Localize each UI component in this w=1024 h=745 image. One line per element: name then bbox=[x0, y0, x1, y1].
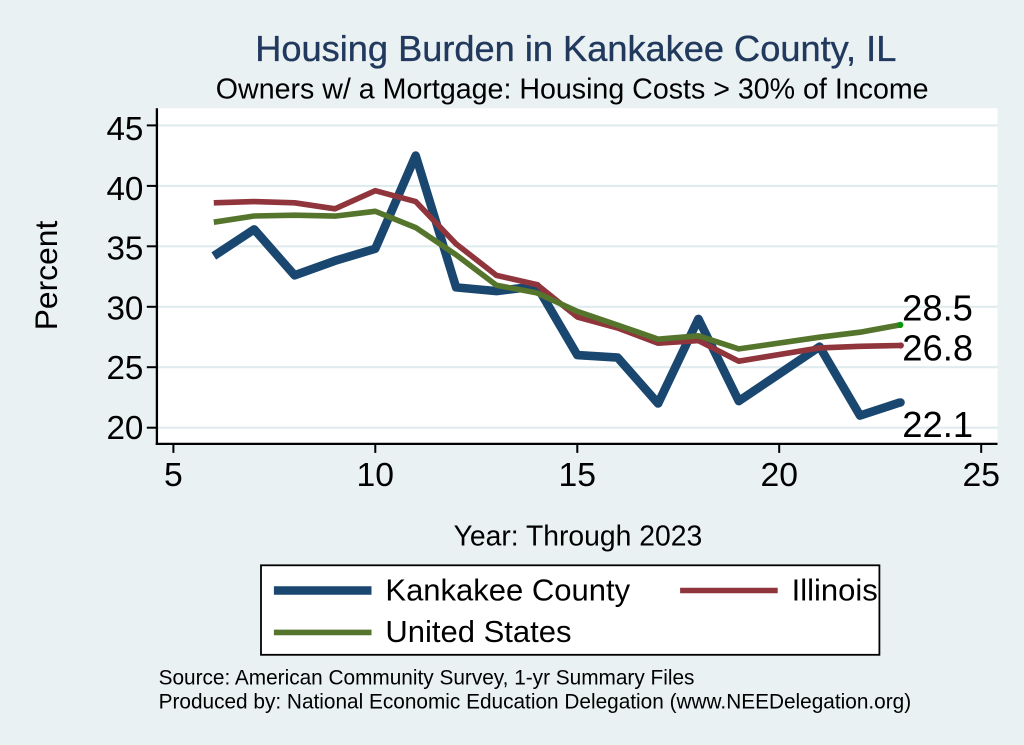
svg-text:30: 30 bbox=[106, 290, 143, 327]
svg-text:25: 25 bbox=[106, 350, 143, 387]
svg-text:45: 45 bbox=[106, 111, 143, 148]
svg-text:Produced by: National Economic: Produced by: National Economic Education… bbox=[159, 691, 912, 714]
svg-text:Illinois: Illinois bbox=[792, 572, 878, 607]
svg-text:Year: Through 2023: Year: Through 2023 bbox=[454, 519, 703, 551]
svg-text:20: 20 bbox=[760, 456, 797, 494]
svg-text:40: 40 bbox=[106, 171, 143, 208]
svg-text:25: 25 bbox=[962, 456, 999, 494]
svg-text:28.5: 28.5 bbox=[902, 288, 973, 329]
svg-text:35: 35 bbox=[106, 231, 143, 268]
svg-text:Kankakee County: Kankakee County bbox=[385, 572, 630, 607]
svg-text:10: 10 bbox=[357, 456, 394, 494]
svg-text:Housing Burden in Kankakee Cou: Housing Burden in Kankakee County, IL bbox=[255, 28, 896, 69]
svg-text:22.1: 22.1 bbox=[902, 404, 973, 445]
svg-text:Source: American Community Sur: Source: American Community Survey, 1-yr … bbox=[159, 666, 695, 689]
svg-text:20: 20 bbox=[106, 410, 143, 447]
svg-text:5: 5 bbox=[164, 456, 183, 494]
svg-text:United States: United States bbox=[385, 614, 571, 649]
svg-text:15: 15 bbox=[559, 456, 596, 494]
svg-text:Percent: Percent bbox=[28, 221, 64, 331]
svg-text:Owners w/ a Mortgage: Housing: Owners w/ a Mortgage: Housing Costs > 30… bbox=[216, 74, 929, 106]
svg-text:26.8: 26.8 bbox=[902, 328, 973, 369]
